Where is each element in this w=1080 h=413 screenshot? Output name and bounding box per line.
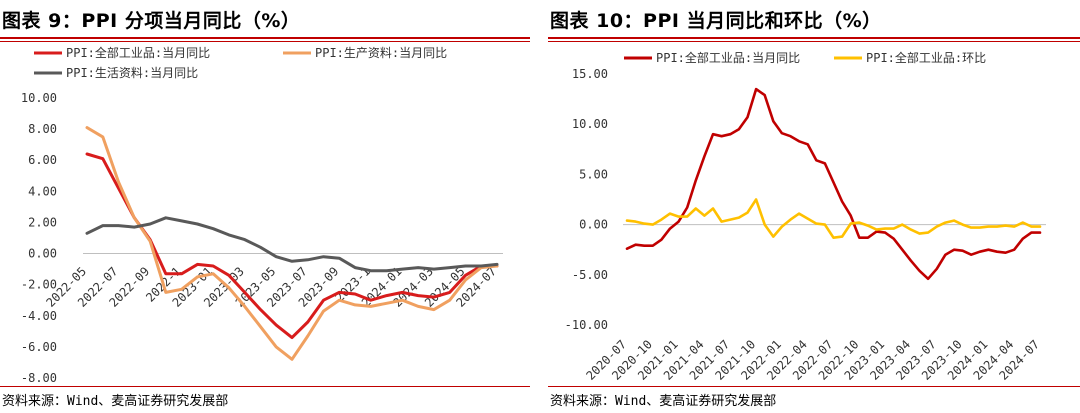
y-tick-label: -8.00 [21,371,57,385]
legend-label-1: PPI:全部工业品:环比 [866,50,986,65]
left-chart-source: 资料来源：Wind、麦高证券研究发展部 [2,394,229,409]
series-line-1 [625,198,1042,239]
y-tick-label: 10.00 [572,117,608,131]
right-chart-panel: 图表 10：PPI 当月同比和环比（%） 15.00 10.00 5.00 0.00 -… [548,0,1080,413]
y-tick-label: -4.00 [21,309,57,323]
y-tick-label: 8.00 [28,122,57,136]
right-chart-source: 资料来源：Wind、麦高证券研究发展部 [550,394,777,409]
series-line-2 [85,216,499,273]
left-source-rule [0,386,530,387]
y-tick-label: -5.00 [572,268,608,282]
right-title-rule [548,37,1080,39]
right-chart-title: 图表 10：PPI 当月同比和环比（%） [550,10,882,32]
y-tick-label: 0.00 [28,247,57,261]
right-chart-svg: 15.0010.005.000.00-5.00-10.002020-072020… [565,50,1046,383]
left-chart-title: 图表 9：PPI 分项当月同比（%） [2,10,301,32]
legend-label-0: PPI:全部工业品:当月同比 [656,50,800,65]
left-chart-svg: 10.00 8.00 6.00 4.00 2.00 0.00 -2.00 -4.00 -6.00… [21,45,503,385]
y-tick-label: 0.00 [579,218,608,232]
left-title-rule [0,37,530,39]
y-tick-label: 10.00 [21,91,57,105]
y-tick-label: 4.00 [28,184,57,198]
left-chart-panel: 图表 9：PPI 分项当月同比（%） 10.00 8.00 6.00 4.00 2.00… [0,0,530,413]
y-tick-label: 5.00 [579,167,608,181]
series-line-1 [85,126,499,361]
y-tick-label: 2.00 [28,215,57,229]
legend-label-1: PPI:生产资料:当月同比 [315,46,447,60]
right-title-rule-thin [548,41,1080,42]
y-tick-label: 6.00 [28,153,57,167]
legend-label-2: PPI:生活资料:当月同比 [66,66,198,80]
series-line-0 [85,152,499,340]
y-tick-label: 15.00 [572,67,608,81]
series-line-0 [625,87,1042,281]
y-tick-label: -2.00 [21,278,57,292]
left-title-rule-thin [0,41,530,42]
right-source-rule [548,386,1080,387]
legend-label-0: PPI:全部工业品:当月同比 [66,45,210,60]
y-tick-label: -10.00 [565,318,608,332]
y-tick-label: -6.00 [21,340,57,354]
